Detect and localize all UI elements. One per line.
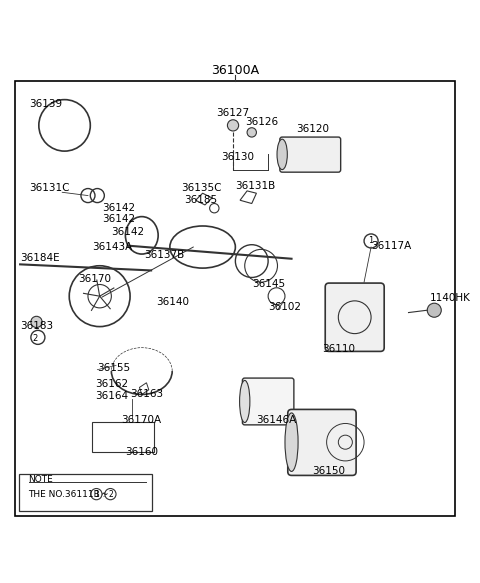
Circle shape [228, 120, 239, 131]
Circle shape [427, 303, 441, 317]
Text: 2: 2 [32, 334, 37, 343]
Text: 36163: 36163 [130, 389, 163, 399]
Text: 36160: 36160 [125, 447, 158, 457]
Text: 1: 1 [369, 237, 374, 245]
Text: 36150: 36150 [312, 466, 346, 476]
Circle shape [247, 128, 256, 137]
Text: 36120: 36120 [296, 124, 329, 135]
Text: 36143A: 36143A [93, 243, 133, 252]
Text: 36164: 36164 [95, 391, 128, 401]
Text: 36142: 36142 [102, 203, 135, 213]
Ellipse shape [285, 413, 298, 472]
Text: ~: ~ [100, 490, 107, 498]
Text: 36184E: 36184E [20, 253, 60, 263]
Text: 36100A: 36100A [211, 64, 259, 76]
Circle shape [31, 317, 42, 328]
Text: 36142: 36142 [102, 214, 135, 224]
Text: 36102: 36102 [268, 302, 301, 312]
Text: 36139: 36139 [29, 99, 62, 108]
Text: 36135C: 36135C [181, 183, 222, 193]
Text: THE NO.36111B :: THE NO.36111B : [28, 490, 109, 498]
Text: 36146A: 36146A [256, 416, 297, 426]
Text: 36110: 36110 [322, 345, 355, 354]
Text: 36126: 36126 [245, 117, 278, 127]
Text: 36127: 36127 [216, 108, 250, 118]
Text: 36155: 36155 [97, 363, 131, 373]
Text: 36130: 36130 [221, 153, 254, 163]
Text: 36145: 36145 [252, 279, 285, 289]
Text: 1: 1 [94, 490, 99, 498]
Ellipse shape [240, 381, 250, 423]
Text: 36170: 36170 [79, 274, 112, 284]
Text: 36140: 36140 [156, 297, 189, 307]
Text: 1140HK: 1140HK [430, 293, 470, 303]
Text: 36117A: 36117A [371, 241, 411, 251]
Text: 36170A: 36170A [121, 415, 161, 424]
FancyBboxPatch shape [288, 409, 356, 475]
Text: 36131B: 36131B [235, 181, 276, 191]
Text: 36142: 36142 [111, 227, 144, 237]
FancyBboxPatch shape [242, 378, 294, 425]
Text: 36131C: 36131C [29, 183, 70, 193]
FancyBboxPatch shape [280, 137, 341, 172]
Text: 36183: 36183 [20, 321, 53, 331]
Text: 36162: 36162 [95, 380, 128, 389]
FancyBboxPatch shape [325, 283, 384, 352]
Text: 36137B: 36137B [144, 250, 184, 260]
Text: 36185: 36185 [184, 195, 217, 205]
Ellipse shape [277, 139, 288, 170]
Text: 2: 2 [108, 490, 113, 498]
Text: NOTE: NOTE [28, 475, 53, 484]
